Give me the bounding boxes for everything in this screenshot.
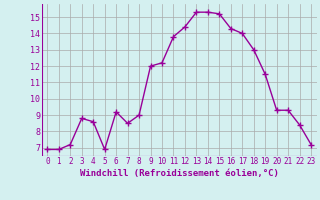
X-axis label: Windchill (Refroidissement éolien,°C): Windchill (Refroidissement éolien,°C) [80, 169, 279, 178]
